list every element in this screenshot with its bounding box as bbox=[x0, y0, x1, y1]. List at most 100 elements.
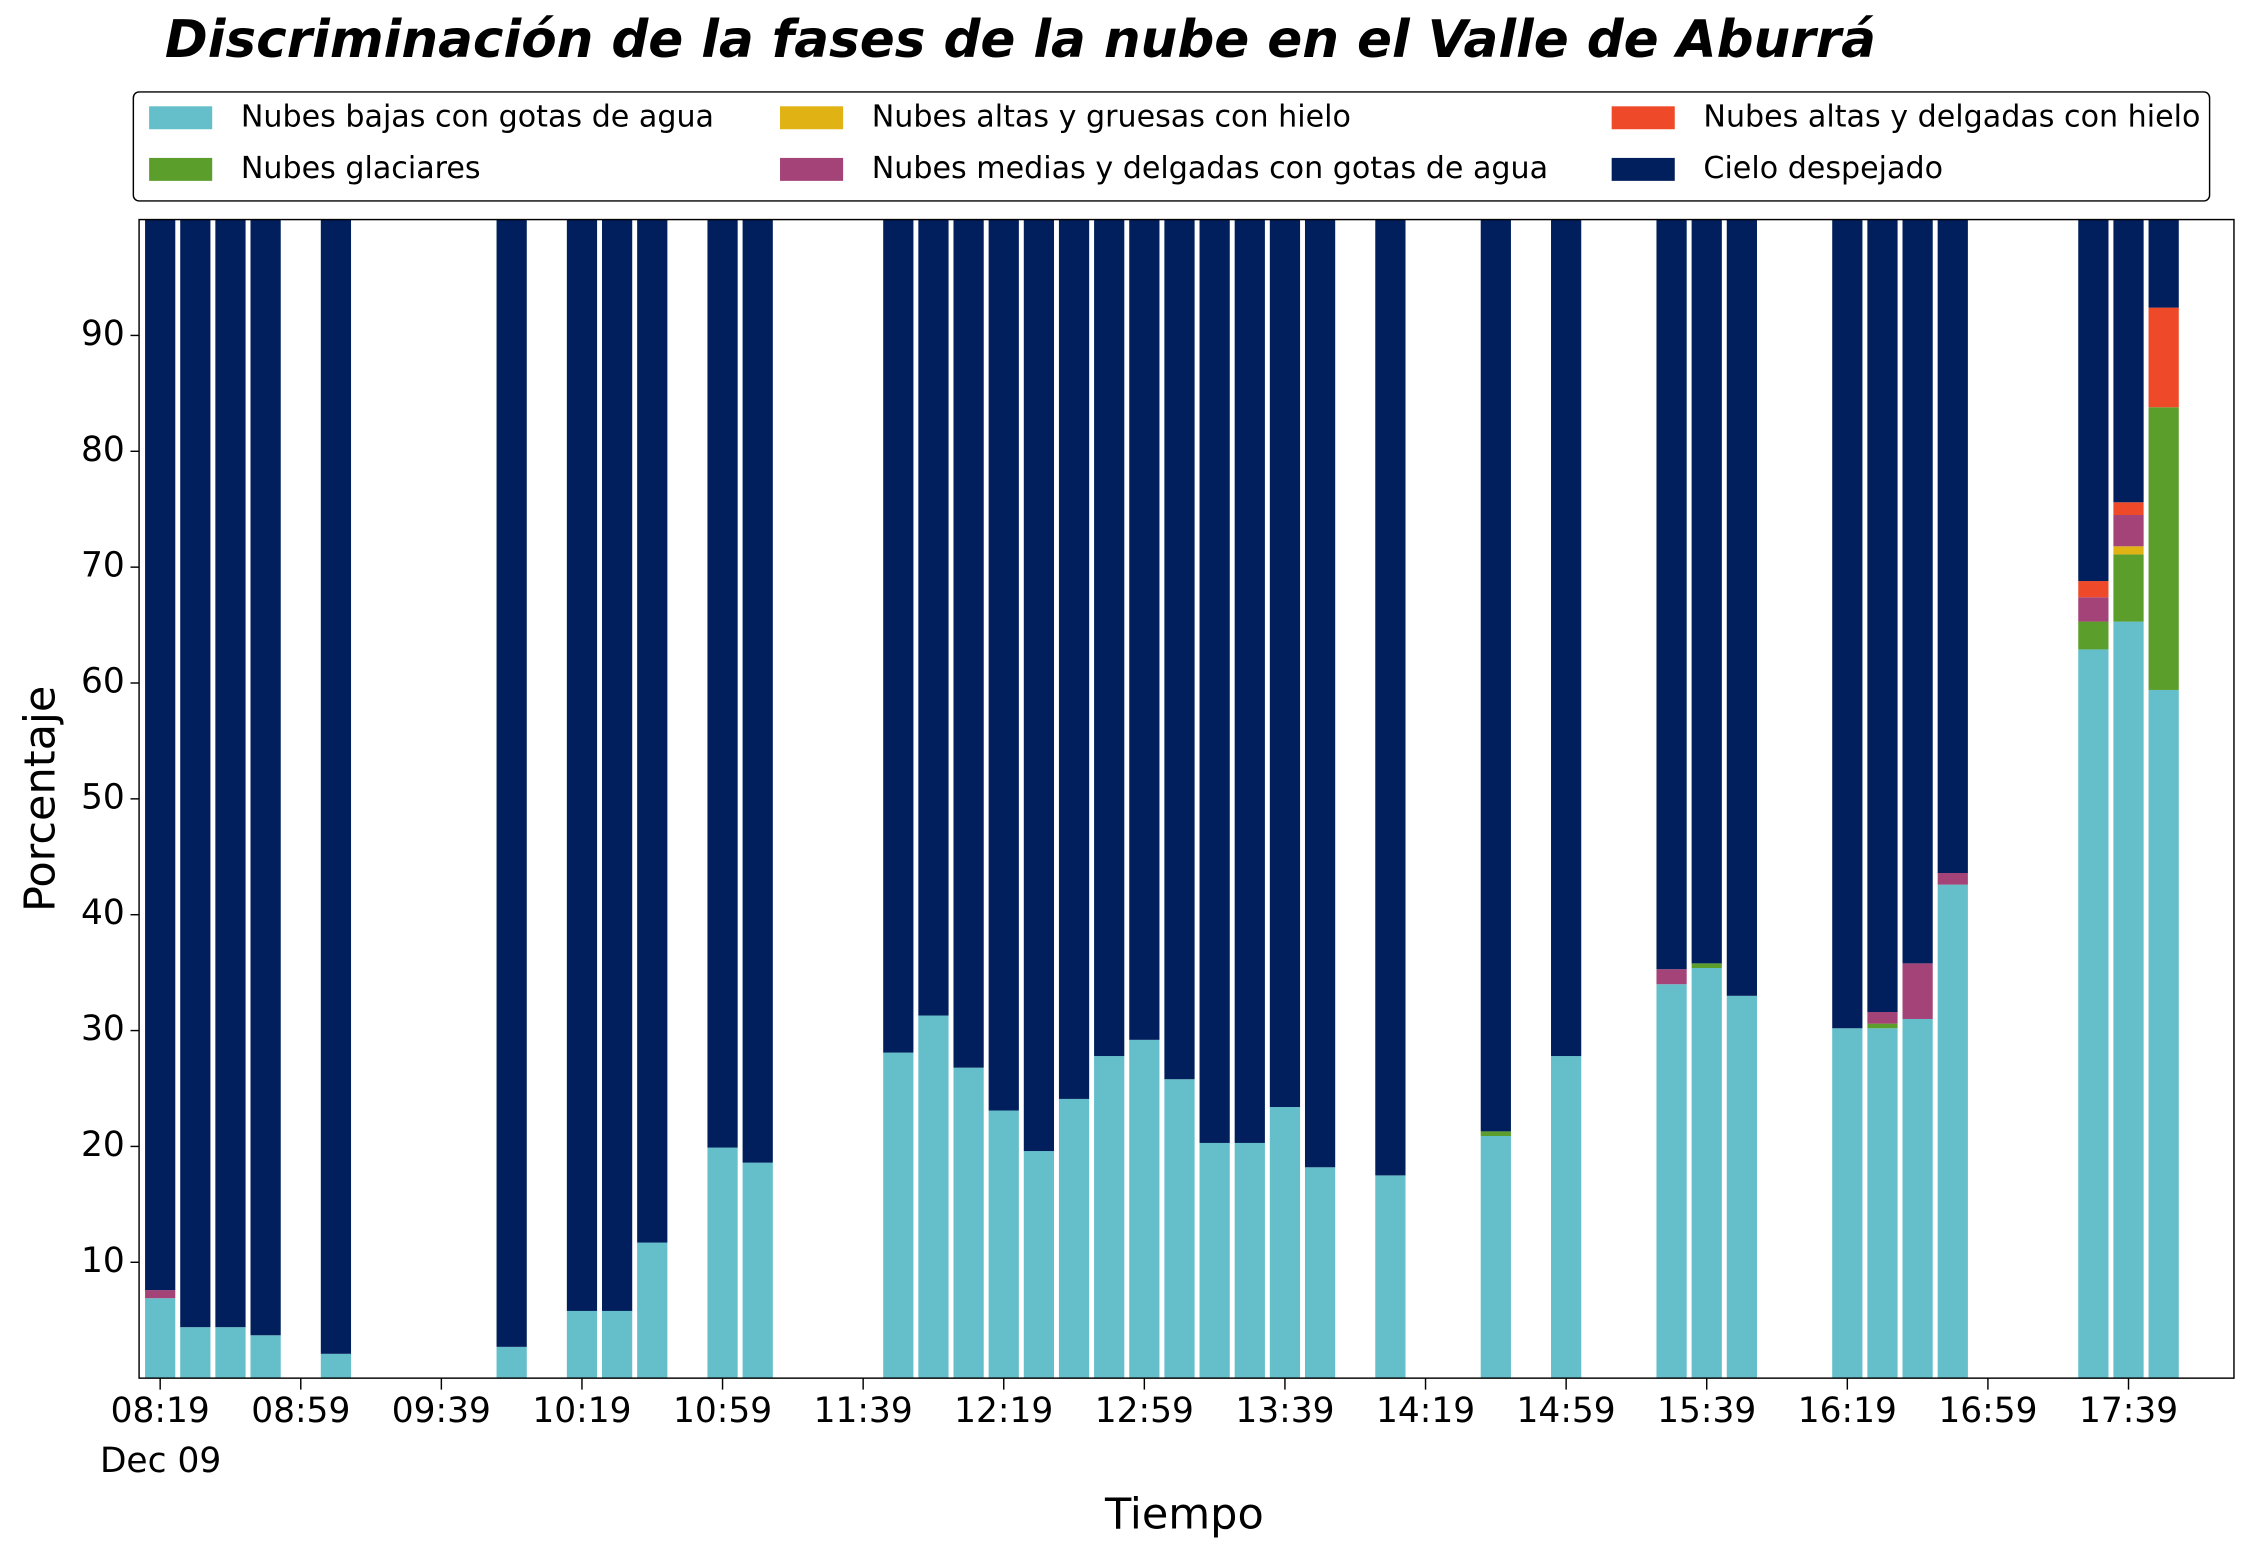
legend-swatch bbox=[780, 157, 844, 181]
bar-segment bbox=[2113, 219, 2144, 503]
bar-segment bbox=[1023, 219, 1055, 1152]
bar-segment bbox=[2148, 307, 2179, 408]
bar-segment bbox=[1269, 219, 1301, 1108]
bar-segment bbox=[988, 1110, 1019, 1379]
legend-swatch bbox=[780, 106, 844, 130]
bar-segment bbox=[250, 1335, 281, 1379]
x-tick-label: 16:59 bbox=[1938, 1391, 2037, 1431]
bar-segment bbox=[2113, 502, 2144, 516]
legend-label: Nubes bajas con gotas de agua bbox=[241, 99, 714, 134]
legend-label: Cielo despejado bbox=[1703, 151, 1943, 186]
bar-segment bbox=[1726, 219, 1757, 996]
bar-segment bbox=[1691, 219, 1722, 964]
x-tick-label: 13:39 bbox=[1235, 1391, 1334, 1431]
bar-segment bbox=[1304, 1167, 1336, 1379]
bar-segment bbox=[707, 1147, 738, 1379]
bar-segment bbox=[1199, 1142, 1230, 1379]
bar-segment bbox=[953, 1067, 984, 1379]
legend-swatch bbox=[149, 106, 213, 130]
x-tick-label: 10:19 bbox=[532, 1391, 631, 1431]
x-tick-label: 08:19 bbox=[111, 1391, 210, 1431]
bar-segment bbox=[320, 219, 352, 1354]
bar-segment bbox=[1656, 984, 1687, 1379]
bar-segment bbox=[215, 1327, 246, 1379]
bar-segment bbox=[1480, 219, 1511, 1132]
legend-swatch bbox=[1611, 106, 1675, 130]
x-tick-label: 10:59 bbox=[673, 1391, 772, 1431]
y-axis-label: Porcentaje bbox=[16, 686, 66, 912]
x-tick-label: 14:19 bbox=[1376, 1391, 1475, 1431]
bar-segment bbox=[1832, 1028, 1863, 1379]
x-date-label: Dec 09 bbox=[100, 1441, 221, 1481]
bar-segment bbox=[1902, 219, 1933, 964]
bar-segment bbox=[637, 219, 668, 1243]
legend-label: Nubes altas y gruesas con hielo bbox=[872, 99, 1351, 134]
bar-segment bbox=[953, 219, 984, 1068]
bar-segment bbox=[1094, 219, 1125, 1057]
bar-segment bbox=[566, 1310, 598, 1379]
bar-segment bbox=[1094, 1056, 1125, 1379]
bar-segment bbox=[1867, 1012, 1898, 1024]
bar-segment bbox=[988, 219, 1019, 1111]
y-tick-label: 30 bbox=[81, 1009, 125, 1049]
bar-segment bbox=[1867, 219, 1898, 1013]
legend-box bbox=[132, 91, 2211, 202]
bar-segment bbox=[1691, 963, 1722, 969]
bar-segment bbox=[918, 219, 949, 1016]
bar-segment bbox=[1937, 219, 1968, 874]
bar-segment bbox=[742, 1162, 773, 1379]
bar-segment bbox=[1199, 219, 1230, 1143]
bar-segment bbox=[2148, 219, 2179, 308]
bar-segment bbox=[180, 219, 211, 1328]
bar-segment bbox=[1691, 968, 1722, 1379]
legend-label: Nubes altas y delgadas con hielo bbox=[1703, 99, 2200, 134]
y-tick-label: 60 bbox=[81, 662, 125, 702]
bar-segment bbox=[145, 1290, 176, 1299]
bar-segment bbox=[2078, 597, 2109, 622]
bar-segment bbox=[1902, 963, 1933, 1019]
bar-segment bbox=[145, 1298, 176, 1379]
bar-segment bbox=[1375, 1175, 1406, 1379]
bar-segment bbox=[1058, 1098, 1090, 1379]
bar-segment bbox=[2078, 621, 2109, 650]
bar-segment bbox=[2113, 546, 2144, 555]
bar-segment bbox=[1164, 1079, 1195, 1379]
x-tick-label: 11:39 bbox=[814, 1391, 913, 1431]
bar-segment bbox=[1551, 1056, 1582, 1379]
bar-segment bbox=[742, 219, 773, 1163]
bar-segment bbox=[180, 1327, 211, 1379]
bar-segment bbox=[2113, 621, 2144, 1379]
bar-segment bbox=[1867, 1028, 1898, 1379]
bar-segment bbox=[250, 219, 281, 1336]
bar-segment bbox=[1937, 873, 1968, 885]
bar-segment bbox=[1164, 219, 1195, 1080]
bar-segment bbox=[1234, 1142, 1265, 1379]
y-tick-label: 40 bbox=[81, 893, 125, 933]
bar-segment bbox=[1832, 219, 1863, 1029]
legend-label: Nubes glaciares bbox=[241, 151, 481, 186]
bar-segment bbox=[637, 1242, 668, 1379]
x-tick-label: 12:19 bbox=[954, 1391, 1053, 1431]
bar-segment bbox=[1269, 1107, 1301, 1379]
bar-segment bbox=[1902, 1018, 1933, 1379]
bar-segment bbox=[1129, 1039, 1160, 1379]
x-tick-label: 16:19 bbox=[1798, 1391, 1897, 1431]
x-tick-label: 08:59 bbox=[251, 1391, 350, 1431]
x-tick-label: 14:59 bbox=[1517, 1391, 1616, 1431]
plot-frame bbox=[138, 218, 2235, 1379]
bar-segment bbox=[707, 219, 738, 1148]
bar-segment bbox=[1234, 219, 1265, 1143]
bar-segment bbox=[1656, 969, 1687, 985]
y-tick-label: 70 bbox=[81, 546, 125, 586]
bar-segment bbox=[883, 219, 914, 1053]
bar-segment bbox=[1023, 1151, 1055, 1379]
y-tick-label: 50 bbox=[81, 777, 125, 817]
legend-label: Nubes medias y delgadas con gotas de agu… bbox=[872, 151, 1548, 186]
bar-segment bbox=[2148, 407, 2179, 690]
legend-swatch bbox=[1611, 157, 1675, 181]
x-tick-label: 15:39 bbox=[1657, 1391, 1756, 1431]
bar-segment bbox=[1129, 219, 1160, 1040]
x-tick-label: 17:39 bbox=[2079, 1391, 2178, 1431]
bar-segment bbox=[2078, 649, 2109, 1379]
